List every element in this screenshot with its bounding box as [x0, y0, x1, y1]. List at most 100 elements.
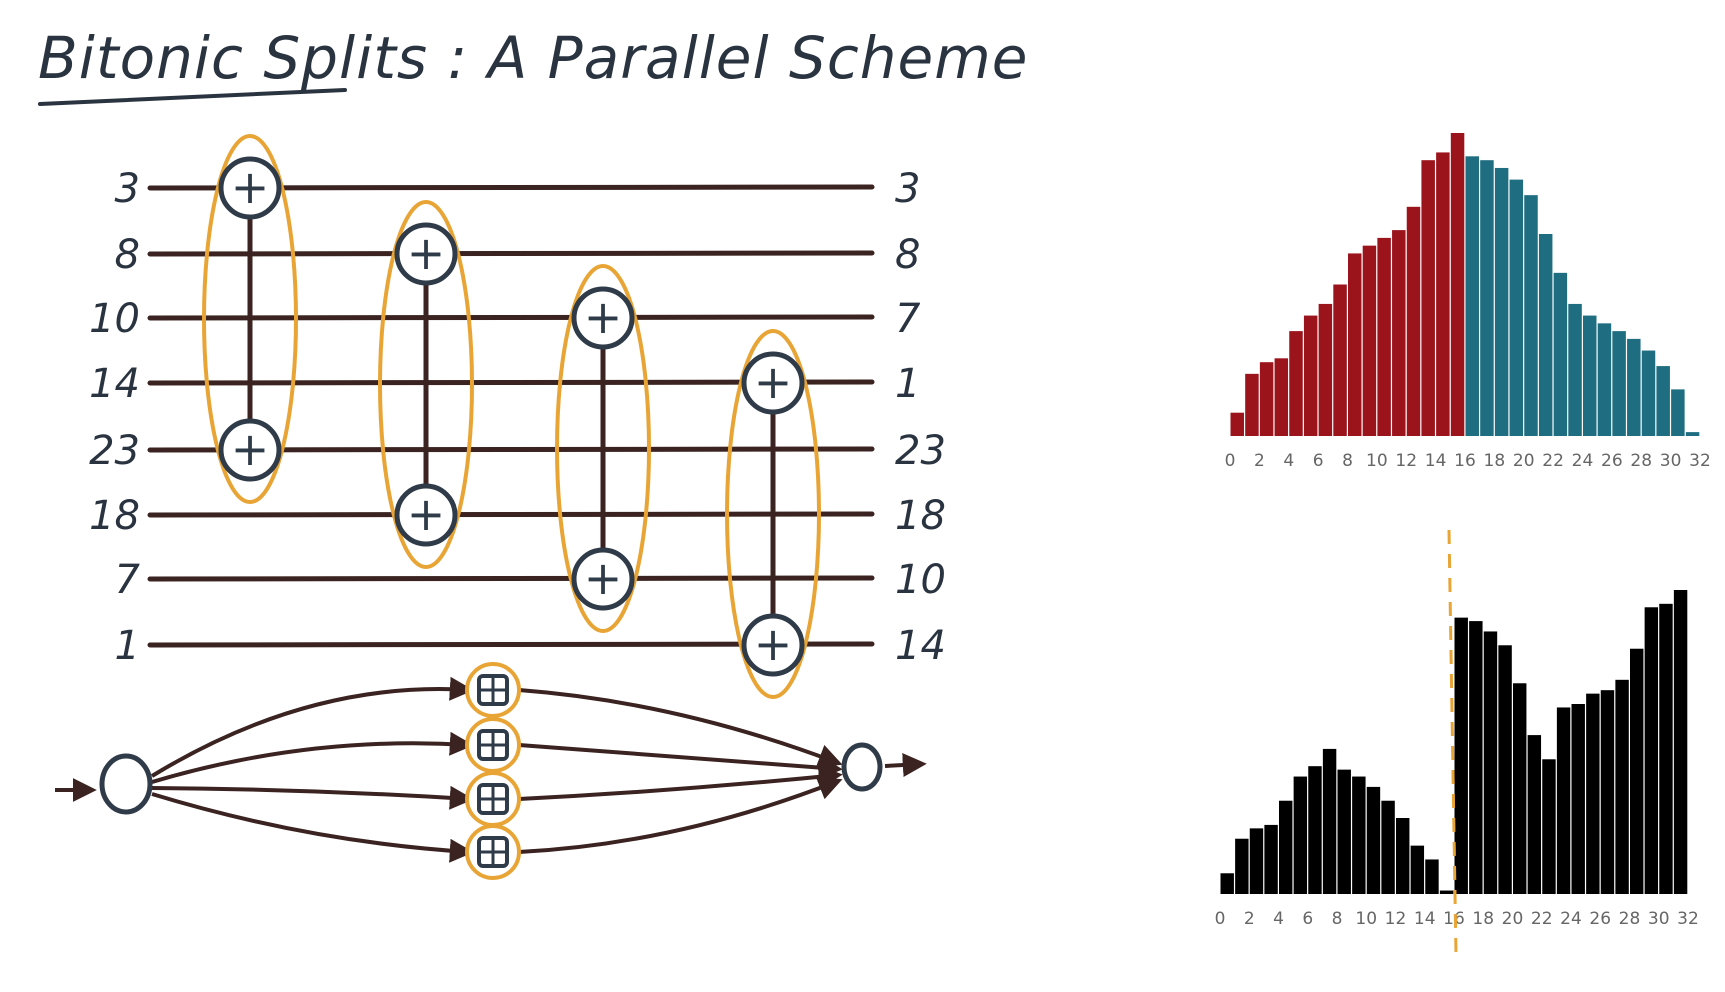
bar-12: [1406, 206, 1421, 436]
bar-1: [1245, 373, 1259, 436]
plus-icon: +: [407, 487, 446, 541]
tick-label-4: 8: [1332, 909, 1343, 929]
tick-label-10: 20: [1502, 909, 1524, 929]
plus-icon: +: [231, 160, 270, 214]
bar-8: [1348, 253, 1362, 436]
input-value-7: 1: [115, 623, 140, 669]
title-underline: [38, 88, 347, 106]
tick-label-14: 28: [1630, 451, 1652, 471]
bar-26: [1600, 690, 1615, 894]
title-group: Bitonic Splits : A Parallel Scheme: [38, 24, 1027, 106]
bar-18: [1494, 167, 1509, 436]
bar-19: [1498, 645, 1512, 894]
bar-6: [1318, 303, 1333, 436]
tick-label-7: 14: [1414, 909, 1436, 929]
tick-label-5: 10: [1366, 451, 1388, 471]
bar-28: [1630, 648, 1644, 894]
input-value-0: 3: [115, 166, 140, 212]
comparator-node-0-1: +: [218, 418, 282, 482]
bar-0: [1220, 873, 1234, 894]
input-value-6: 7: [115, 557, 141, 603]
join-node: [841, 742, 883, 792]
task-node-3: [465, 824, 521, 880]
tick-label-11: 22: [1531, 909, 1553, 929]
tick-label-8: 16: [1454, 451, 1476, 471]
comparator-0: ++: [202, 134, 298, 504]
tick-label-9: 18: [1472, 909, 1494, 929]
tick-label-4: 8: [1342, 451, 1353, 471]
plus-icon: +: [231, 422, 270, 476]
tick-label-0: 0: [1225, 451, 1236, 471]
output-value-7: 14: [895, 623, 946, 669]
input-value-4: 23: [89, 428, 140, 474]
bar-23: [1568, 303, 1582, 436]
bar-24: [1571, 704, 1585, 894]
wire-1: [147, 250, 875, 257]
comparator-node-1-1: +: [394, 483, 458, 547]
tick-label-1: 2: [1254, 451, 1265, 471]
input-value-5: 18: [89, 493, 140, 539]
wire-5: [147, 511, 875, 518]
bar-20: [1513, 683, 1527, 894]
fork-edge-3: [151, 792, 474, 863]
tick-label-6: 12: [1385, 909, 1407, 929]
tick-label-13: 26: [1589, 909, 1611, 929]
bitonic-sequence-chart: 0 2 4 6 8 10 12 14 16 18 20 22 24 26 28 30 32: [1225, 133, 1711, 471]
tick-label-13: 26: [1601, 451, 1623, 471]
bar-26: [1612, 331, 1626, 436]
input-value-3: 14: [89, 361, 140, 407]
comparator-node-3-0: +: [741, 351, 805, 415]
tick-label-3: 6: [1302, 909, 1313, 929]
bar-29: [1656, 366, 1670, 436]
tick-label-9: 18: [1484, 451, 1506, 471]
bar-9: [1362, 245, 1377, 436]
bar-21: [1538, 234, 1553, 436]
comparator-node-3-1: +: [741, 613, 805, 677]
comparator-highlight-2: [555, 264, 651, 633]
comparator-highlight-3: [725, 329, 821, 699]
bar-11: [1392, 230, 1406, 436]
task-node-1: [465, 717, 521, 773]
bar-21: [1527, 735, 1542, 894]
bar-5: [1303, 315, 1318, 436]
tick-label-5: 10: [1355, 909, 1377, 929]
output-value-1: 8: [895, 232, 920, 278]
tick-label-6: 12: [1395, 451, 1417, 471]
bar-16: [1454, 617, 1468, 894]
tick-label-0: 0: [1215, 909, 1226, 929]
bar-28: [1641, 350, 1656, 436]
comparator-highlight-0: [202, 134, 298, 504]
tick-label-15: 30: [1648, 909, 1670, 929]
bar-17: [1469, 621, 1483, 894]
tick-label-2: 4: [1273, 909, 1284, 929]
bar-3: [1274, 358, 1289, 436]
bar-15: [1450, 133, 1465, 436]
tick-label-16: 32: [1689, 451, 1711, 471]
tick-label-11: 22: [1542, 451, 1564, 471]
bar-15: [1439, 890, 1454, 894]
bar-7: [1333, 284, 1347, 436]
plus-icon: +: [754, 617, 793, 671]
output-value-3: 1: [895, 361, 920, 407]
plus-icon: +: [754, 355, 793, 409]
bar-30: [1671, 389, 1685, 436]
bar-6: [1308, 766, 1322, 894]
wire-6: [147, 575, 875, 582]
join-edge-0: [518, 688, 843, 768]
bar-16: [1465, 156, 1479, 437]
bar-14: [1425, 859, 1439, 894]
bar-30: [1659, 603, 1673, 894]
bar-20: [1524, 195, 1538, 436]
tick-label-12: 24: [1560, 909, 1582, 929]
bar-13: [1410, 845, 1425, 894]
bar-0: [1230, 412, 1244, 436]
bar-12: [1396, 818, 1410, 894]
comparator-node-2-1: +: [571, 547, 635, 611]
tick-label-3: 6: [1313, 451, 1324, 471]
comparator-1: ++: [378, 200, 474, 569]
comparator-node-1-0: +: [394, 222, 458, 286]
task-graph: [55, 662, 927, 880]
